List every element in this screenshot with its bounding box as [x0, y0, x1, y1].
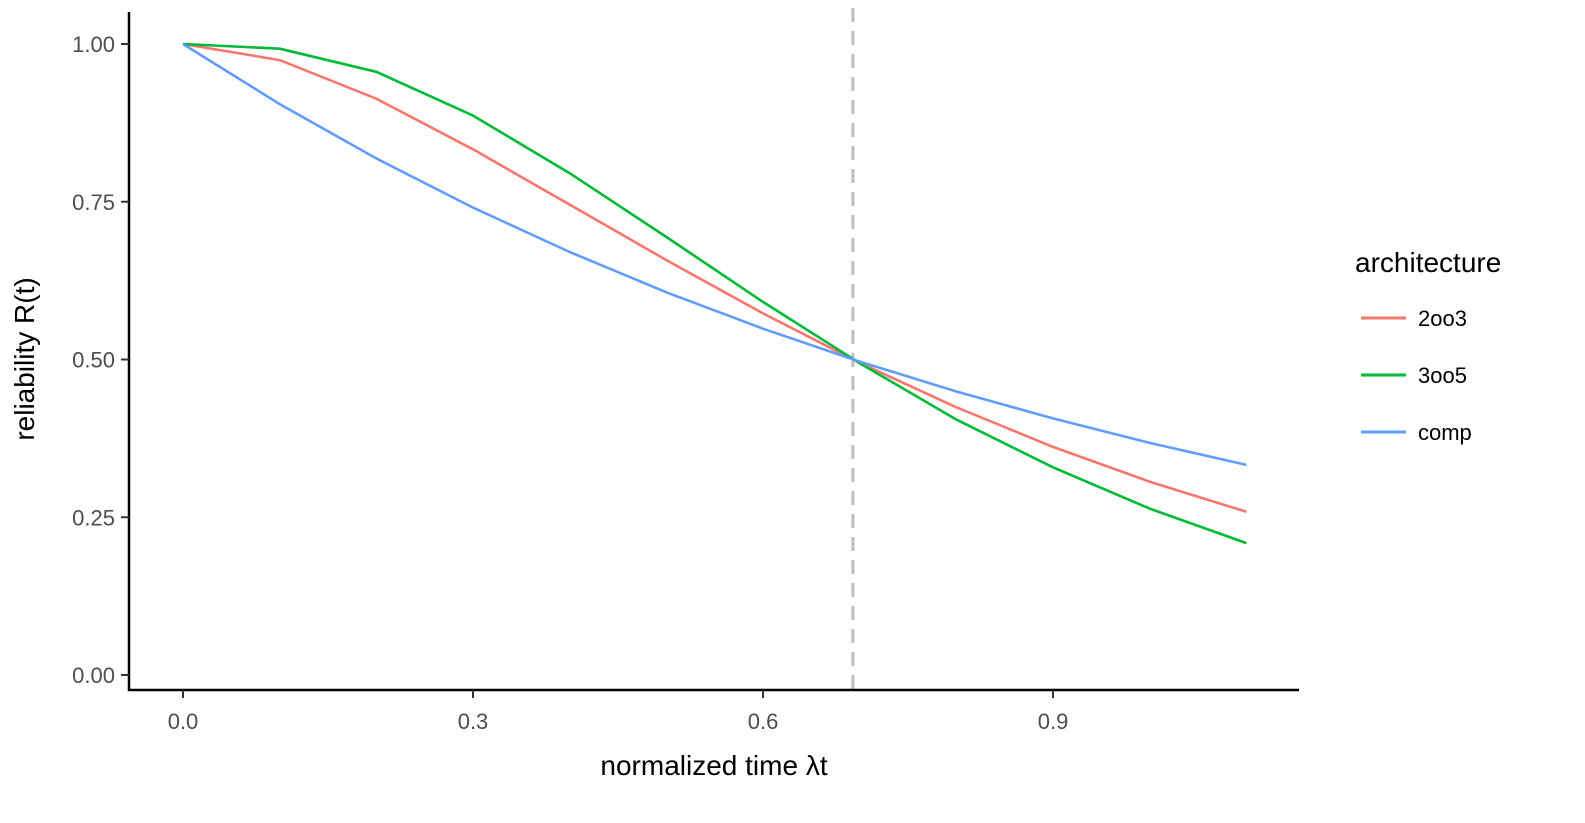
series-line-3oo5	[182, 42, 1247, 545]
x-axis-title: normalized time λt	[600, 750, 827, 781]
legend-label-2oo3: 2oo3	[1418, 306, 1467, 331]
y-tick-label: 0.50	[72, 348, 115, 373]
series-line-2oo3	[182, 42, 1247, 514]
y-tick-label: 0.75	[72, 190, 115, 215]
y-tick-label: 1.00	[72, 32, 115, 57]
x-tick-label: 0.0	[168, 709, 199, 734]
y-tick-label: 0.25	[72, 505, 115, 530]
y-ticks: 0.00 0.25 0.50 0.75 1.00	[72, 32, 129, 688]
legend-label-comp: comp	[1418, 420, 1472, 445]
legend-label-3oo5: 3oo5	[1418, 363, 1467, 388]
x-tick-label: 0.6	[748, 709, 779, 734]
x-tick-label: 0.3	[458, 709, 489, 734]
legend: architecture 2oo3 3oo5 comp	[1355, 247, 1501, 445]
x-tick-label: 0.9	[1038, 709, 1069, 734]
x-ticks: 0.0 0.3 0.6 0.9	[168, 690, 1069, 734]
legend-title: architecture	[1355, 247, 1501, 278]
series-line-comp	[182, 42, 1247, 467]
y-tick-label: 0.00	[72, 663, 115, 688]
plot-marks	[182, 8, 1247, 690]
y-axis-title: reliability R(t)	[9, 277, 40, 440]
